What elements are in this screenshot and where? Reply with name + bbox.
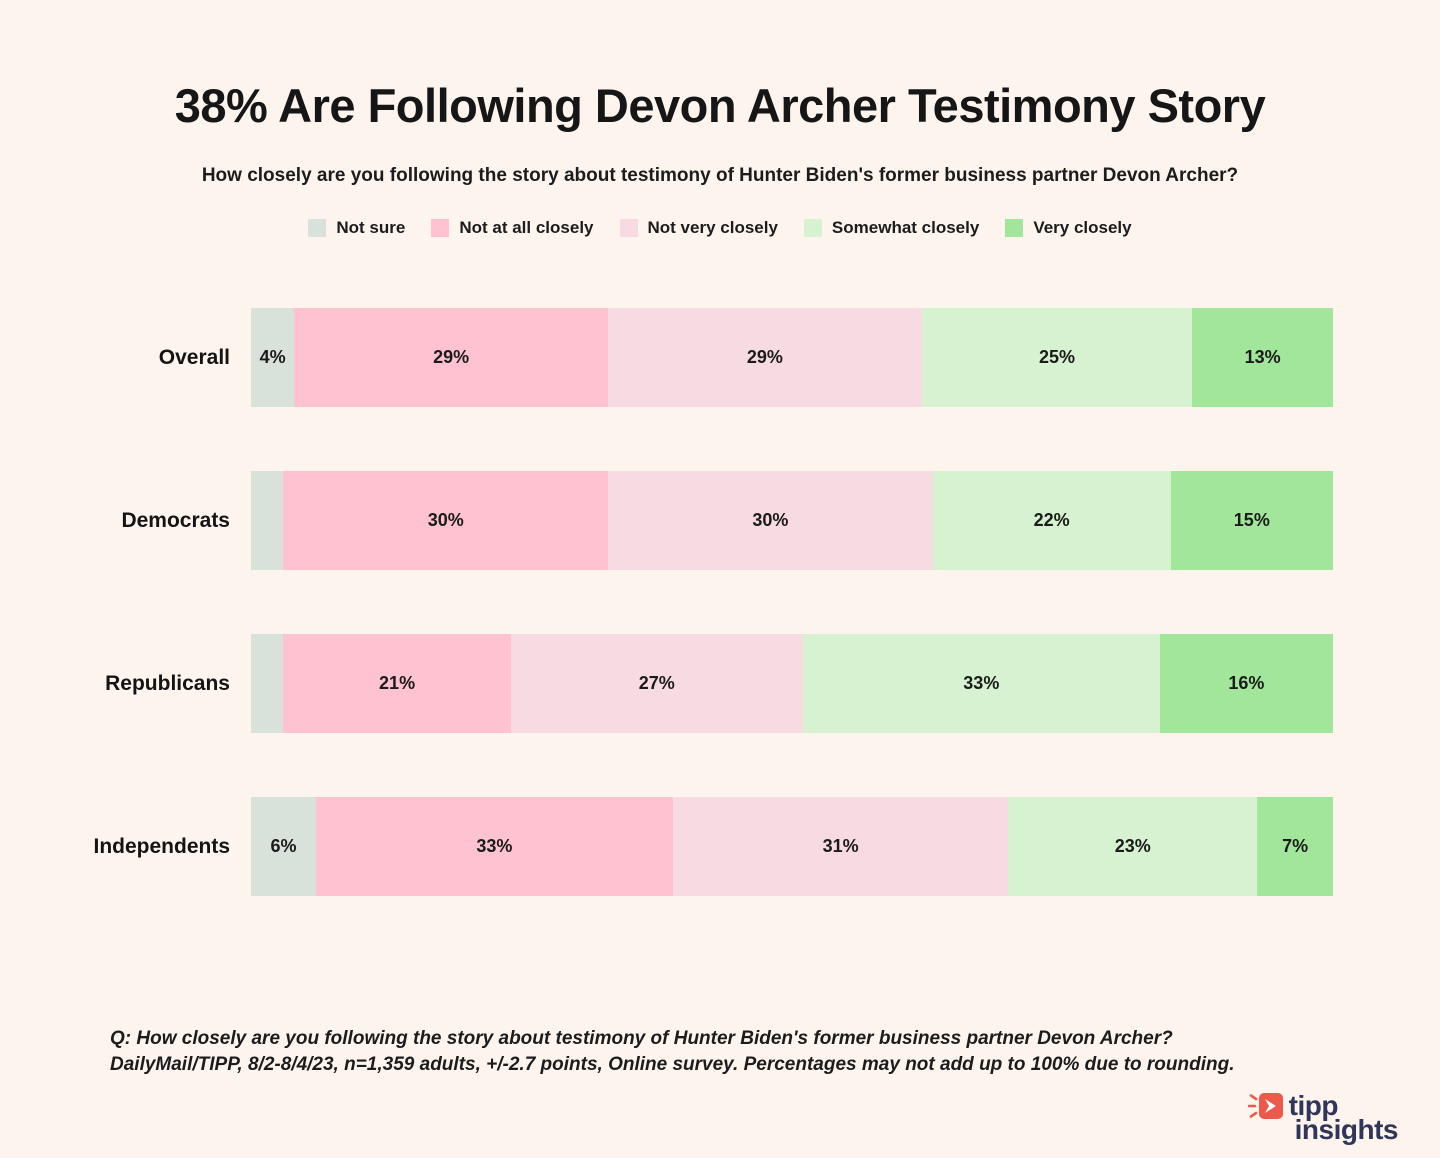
bar-segment-not-at-all-closely: 29% bbox=[294, 308, 609, 407]
segment-value-label: 31% bbox=[822, 836, 859, 856]
bar-segment-somewhat-closely: 33% bbox=[802, 634, 1160, 733]
legend-swatch-icon bbox=[431, 219, 450, 237]
page-title: 38% Are Following Devon Archer Testimony… bbox=[174, 79, 1266, 132]
stacked-bar: 21% 27% 33% 16% bbox=[251, 634, 1333, 733]
segment-value-label: 29% bbox=[433, 347, 470, 367]
segment-value-label: 30% bbox=[752, 510, 789, 530]
row-label: Republicans bbox=[105, 671, 230, 695]
row-label: Overall bbox=[158, 345, 230, 369]
legend-swatch-icon bbox=[619, 219, 638, 237]
legend-item: Not sure bbox=[308, 218, 405, 238]
bar-segment-very-closely: 16% bbox=[1159, 634, 1333, 733]
segment-value-label: 33% bbox=[476, 836, 513, 856]
segment-value-label: 21% bbox=[379, 673, 416, 693]
legend-swatch-icon bbox=[803, 219, 822, 237]
legend-label: Not at all closely bbox=[459, 218, 594, 237]
bar-segment-very-closely: 7% bbox=[1257, 797, 1333, 896]
bar-segment-not-sure: 6% bbox=[251, 797, 316, 896]
legend-item: Somewhat closely bbox=[803, 218, 980, 238]
segment-value-label: 23% bbox=[1114, 836, 1151, 856]
stacked-bar: 30% 30% 22% 15% bbox=[251, 471, 1333, 570]
legend-swatch-icon bbox=[1005, 219, 1024, 237]
bar-segment-not-very-closely: 27% bbox=[510, 634, 803, 733]
stacked-bar: 4% 29% 29% 25% 13% bbox=[251, 308, 1333, 407]
stacked-bar: 6% 33% 31% 23% 7% bbox=[251, 797, 1333, 896]
bar-segment-not-sure bbox=[251, 634, 284, 733]
legend-item: Not very closely bbox=[619, 218, 778, 238]
chart-row-overall: Overall 4% 29% 29% 25% 13% bbox=[0, 308, 1440, 407]
segment-value-label: 7% bbox=[1282, 836, 1309, 856]
segment-value-label: 15% bbox=[1233, 510, 1270, 530]
bar-segment-very-closely: 15% bbox=[1170, 471, 1333, 570]
logo-word-insights: insights bbox=[1294, 1114, 1399, 1145]
legend-item: Not at all closely bbox=[431, 218, 594, 238]
segment-value-label: 13% bbox=[1244, 347, 1281, 367]
bar-segment-somewhat-closely: 22% bbox=[932, 471, 1171, 570]
legend-label: Not sure bbox=[336, 218, 406, 237]
bar-segment-not-at-all-closely: 33% bbox=[315, 797, 673, 896]
tipp-arrow-icon bbox=[1247, 1090, 1284, 1122]
bar-segment-not-at-all-closely: 30% bbox=[283, 471, 609, 570]
segment-value-label: 6% bbox=[270, 836, 297, 856]
bar-segment-not-sure bbox=[251, 471, 284, 570]
bar-segment-not-very-closely: 31% bbox=[672, 797, 1009, 896]
chart-subtitle-question: How closely are you following the story … bbox=[201, 165, 1239, 186]
segment-value-label: 25% bbox=[1039, 347, 1076, 367]
segment-value-label: 30% bbox=[427, 510, 464, 530]
segment-value-label: 27% bbox=[638, 673, 675, 693]
legend-item: Very closely bbox=[1005, 218, 1132, 238]
segment-value-label: 33% bbox=[963, 673, 1000, 693]
source-note: Q: How closely are you following the sto… bbox=[110, 1028, 1235, 1076]
tipp-insights-logo: tipp insights bbox=[1247, 1090, 1399, 1145]
chart-row-independents: Independents 6% 33% 31% 23% 7% bbox=[0, 797, 1440, 896]
row-label: Independents bbox=[93, 834, 230, 858]
bar-segment-somewhat-closely: 23% bbox=[1008, 797, 1258, 896]
legend-swatch-icon bbox=[308, 219, 327, 237]
chart-row-democrats: Democrats 30% 30% 22% 15% bbox=[0, 471, 1440, 570]
bar-segment-not-very-closely: 30% bbox=[608, 471, 933, 570]
legend-label: Somewhat closely bbox=[831, 218, 980, 237]
bar-segment-not-very-closely: 29% bbox=[608, 308, 922, 407]
chart-legend: Not sure Not at all closely Not very close… bbox=[0, 217, 1440, 239]
row-label: Democrats bbox=[121, 508, 230, 532]
chart-row-republicans: Republicans 21% 27% 33% 16% bbox=[0, 634, 1440, 733]
bar-segment-not-sure: 4% bbox=[251, 308, 295, 407]
segment-value-label: 16% bbox=[1228, 673, 1265, 693]
segment-value-label: 22% bbox=[1033, 510, 1070, 530]
legend-label: Not very closely bbox=[647, 218, 778, 237]
stacked-bar-chart: Overall 4% 29% 29% 25% 13% Democrats 30% 30% 22% 1… bbox=[0, 308, 1440, 896]
legend-label: Very closely bbox=[1033, 218, 1132, 237]
bar-segment-somewhat-closely: 25% bbox=[921, 308, 1193, 407]
bar-segment-very-closely: 13% bbox=[1192, 308, 1333, 407]
bar-segment-not-at-all-closely: 21% bbox=[283, 634, 511, 733]
segment-value-label: 4% bbox=[259, 347, 286, 367]
segment-value-label: 29% bbox=[746, 347, 783, 367]
